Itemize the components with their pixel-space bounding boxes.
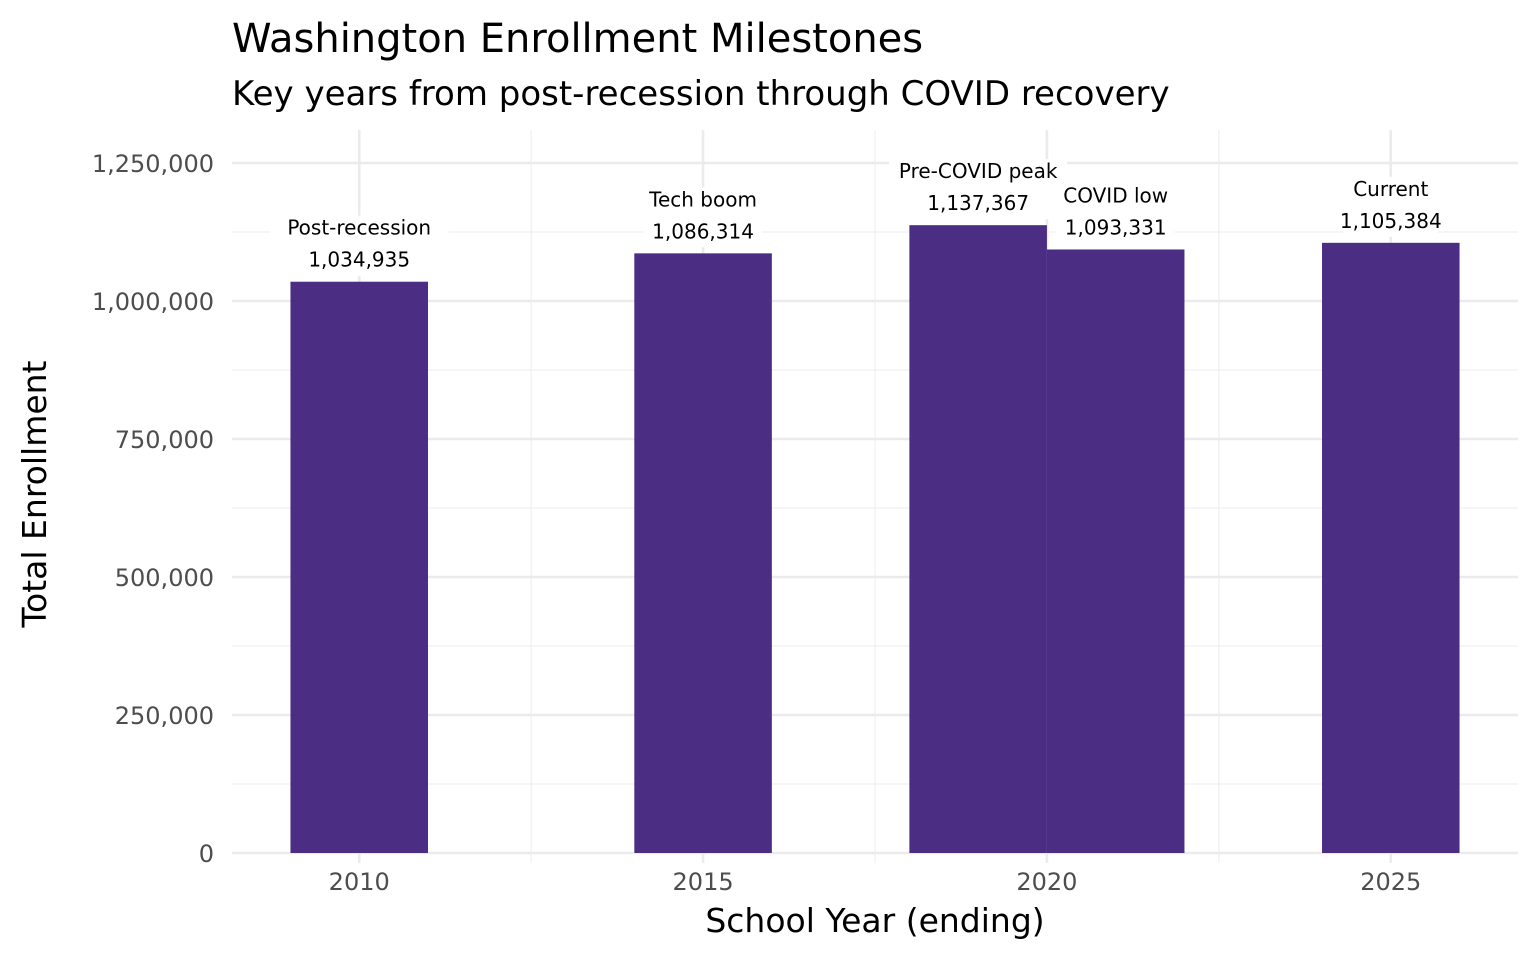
x-tick-label: 2015 (673, 868, 734, 896)
y-tick-label: 0 (199, 840, 214, 868)
data-label-background (1343, 176, 1438, 237)
chart-subtitle: Key years from post-recession through CO… (232, 74, 1170, 114)
data-labels: Post-recession 1,034,935 Tech boom 1,086,31… (270, 159, 1442, 276)
y-tick-label: 750,000 (115, 426, 214, 454)
bar (909, 225, 1047, 854)
data-label-background (889, 159, 1068, 220)
y-axis-ticks: 0 250,000 500,000 750,000 1,000,000 1,250,000 (92, 150, 214, 868)
value-label: 1,105,384 (1340, 209, 1442, 233)
y-axis-label: Total Enrollment (15, 360, 54, 628)
annotation-label: Current (1353, 177, 1428, 201)
y-tick-label: 250,000 (115, 702, 214, 730)
annotation-label: Pre-COVID peak (899, 159, 1058, 183)
data-label-background (644, 187, 763, 248)
bar (290, 281, 428, 853)
bars (290, 225, 1460, 854)
y-tick-label: 1,250,000 (92, 150, 214, 178)
x-axis-label: School Year (ending) (705, 901, 1044, 940)
chart-title: Washington Enrollment Milestones (232, 16, 923, 62)
bar (1046, 249, 1185, 853)
value-label: 1,093,331 (1065, 215, 1167, 239)
x-tick-label: 2020 (1016, 868, 1077, 896)
x-tick-label: 2025 (1360, 868, 1421, 896)
value-label: 1,086,314 (652, 219, 754, 243)
y-tick-label: 1,000,000 (92, 288, 214, 316)
y-tick-label: 500,000 (115, 564, 214, 592)
x-tick-label: 2010 (329, 868, 390, 896)
annotation-label: Tech boom (648, 187, 757, 211)
annotation-label: COVID low (1063, 183, 1168, 207)
value-label: 1,137,367 (927, 191, 1029, 215)
bar (1322, 242, 1460, 854)
data-label-background (1056, 183, 1175, 244)
annotation-label: Post-recession (287, 216, 431, 240)
data-label-background (270, 215, 449, 276)
bar (634, 253, 772, 853)
x-axis-ticks: 2010 2015 2020 2025 (329, 868, 1422, 896)
value-label: 1,034,935 (308, 248, 410, 272)
